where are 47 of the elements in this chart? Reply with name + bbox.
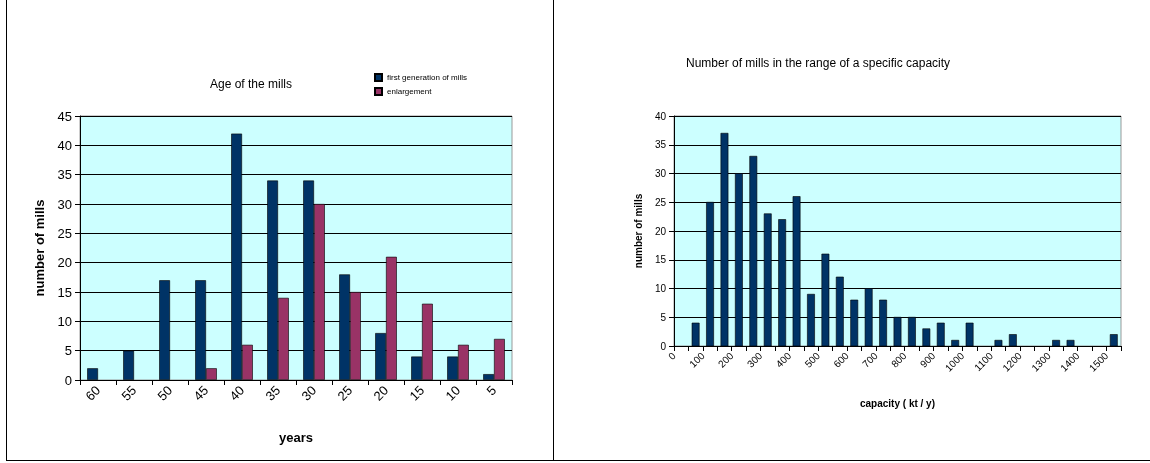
x-tick-label: 20 bbox=[370, 382, 392, 404]
legend-label: enlargement bbox=[387, 87, 433, 96]
y-tick-label: 30 bbox=[654, 168, 667, 179]
y-axis-title: number of mills bbox=[32, 199, 47, 297]
x-axis-title: years bbox=[279, 430, 313, 445]
y-tick-label: 25 bbox=[654, 196, 667, 208]
x-tick-label: 100 bbox=[687, 349, 708, 370]
chart-title: Number of mills in the range of a specific capacity bbox=[686, 56, 951, 70]
y-tick-label: 5 bbox=[660, 311, 667, 323]
y-tick-label: 35 bbox=[57, 167, 72, 183]
y-tick-label: 45 bbox=[57, 108, 72, 124]
y-tick-label: 15 bbox=[57, 284, 72, 300]
y-tick-label: 0 bbox=[660, 340, 667, 352]
x-tick-label: 55 bbox=[118, 382, 140, 404]
y-tick-label: 15 bbox=[654, 254, 667, 266]
y-tick-label: 30 bbox=[57, 196, 72, 212]
x-tick-label: 800 bbox=[889, 349, 909, 370]
legend-label: first generation of mills bbox=[387, 73, 468, 82]
y-tick-label: 20 bbox=[654, 225, 667, 237]
y-tick-label: 20 bbox=[57, 255, 72, 271]
y-tick-label: 0 bbox=[64, 372, 72, 388]
x-tick-label: 900 bbox=[917, 349, 938, 370]
y-tick-label: 35 bbox=[654, 139, 667, 151]
y-tick-label: 10 bbox=[57, 313, 72, 329]
x-tick-label: 10 bbox=[442, 382, 464, 404]
y-tick-label: 40 bbox=[654, 110, 667, 122]
x-tick-label: 45 bbox=[190, 382, 212, 404]
x-tick-label: 600 bbox=[831, 349, 852, 370]
x-tick-label: 400 bbox=[773, 349, 794, 370]
x-tick-label: 35 bbox=[262, 382, 284, 404]
y-tick-label: 40 bbox=[57, 137, 72, 153]
y-tick-label: 25 bbox=[57, 225, 72, 241]
x-tick-label: 60 bbox=[82, 382, 104, 404]
x-tick-label: 15 bbox=[406, 382, 428, 404]
x-axis-title: capacity ( kt / y) bbox=[859, 397, 936, 409]
x-tick-label: 500 bbox=[802, 349, 823, 370]
chart-title: Age of the mills bbox=[209, 77, 293, 91]
x-tick-label: 5 bbox=[483, 382, 500, 399]
y-axis-title: number of mills bbox=[633, 193, 645, 269]
x-tick-label: 25 bbox=[334, 382, 356, 404]
x-tick-label: 50 bbox=[154, 382, 176, 404]
x-tick-label: 30 bbox=[298, 382, 320, 404]
x-tick-label: 40 bbox=[226, 382, 248, 404]
y-tick-label: 10 bbox=[654, 283, 667, 294]
x-tick-label: 300 bbox=[744, 349, 765, 370]
x-tick-label: 700 bbox=[860, 349, 881, 370]
x-tick-label: 200 bbox=[716, 349, 736, 370]
